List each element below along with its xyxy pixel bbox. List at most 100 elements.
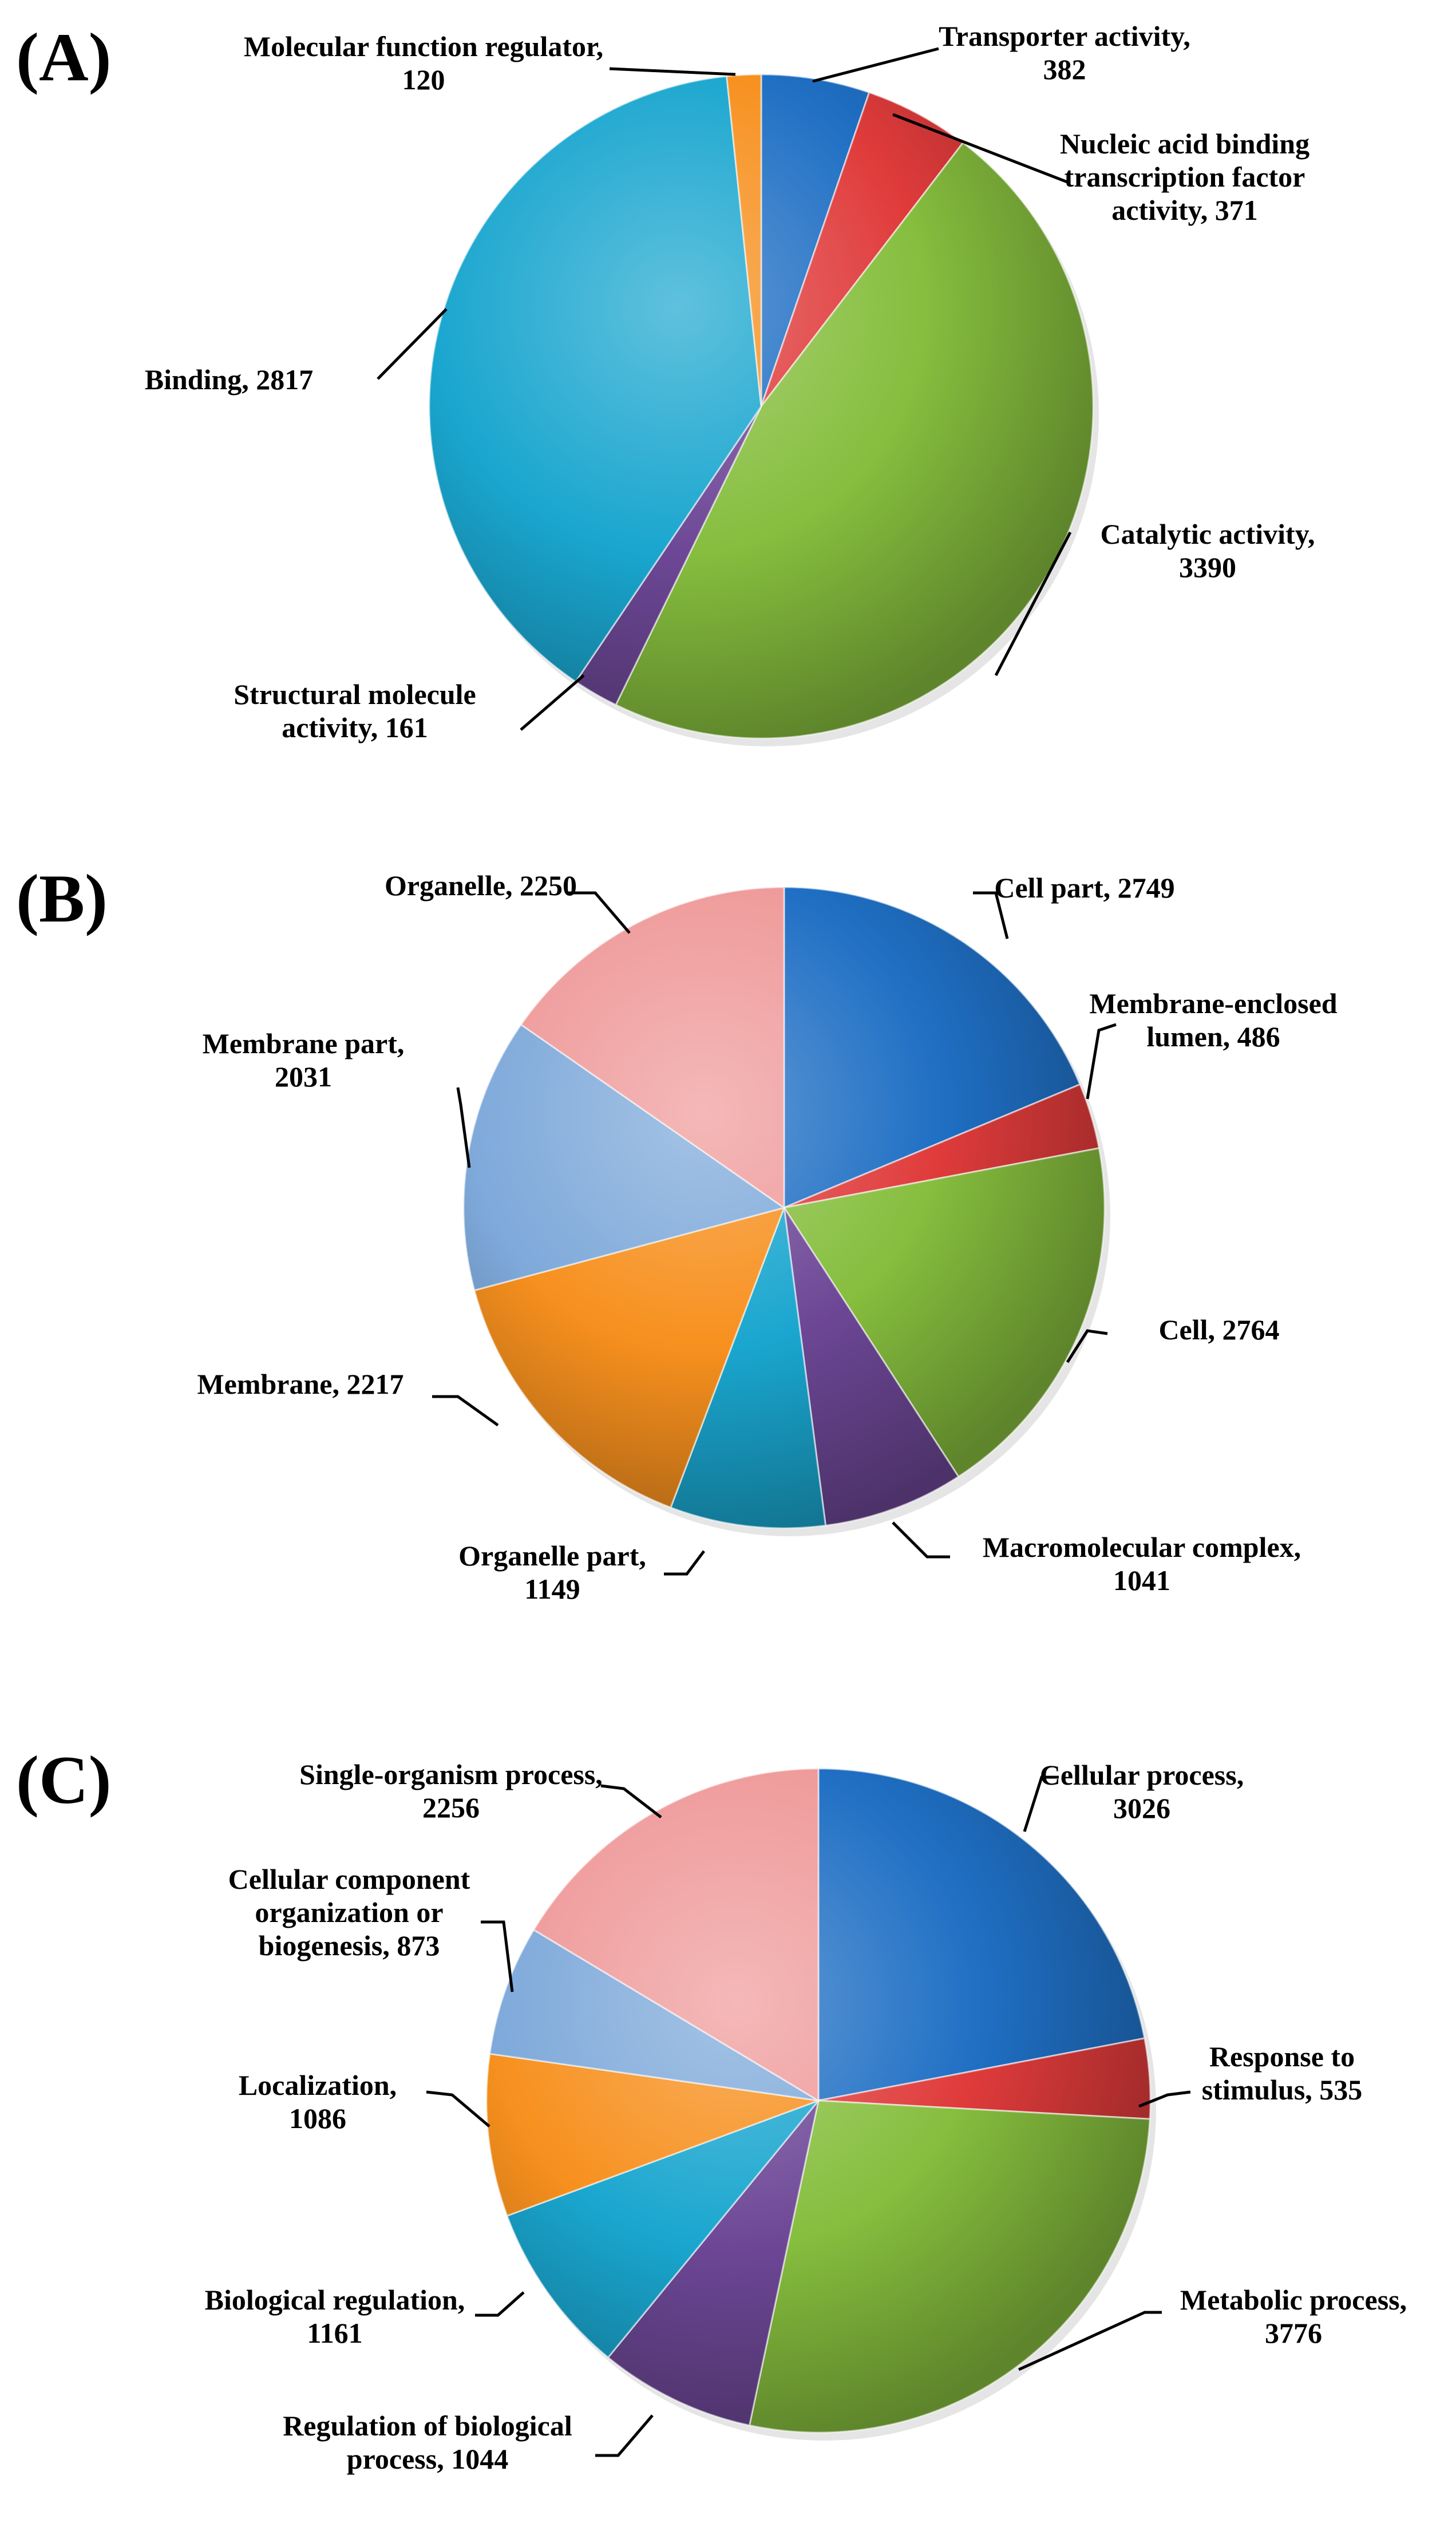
- slice-label-line: lumen, 486: [1146, 1021, 1280, 1053]
- slice-label-line: Regulation of biological: [283, 2410, 572, 2442]
- slice-label-line: stimulus, 535: [1202, 2074, 1363, 2106]
- slice-label-line: activity, 371: [1111, 194, 1258, 226]
- leader-line: [892, 113, 1071, 185]
- slice-label-line: 1086: [289, 2102, 346, 2134]
- slice-label: Metabolic process, 3776: [1180, 2284, 1407, 2349]
- slice-label-line: Molecular function regulator,: [244, 30, 603, 62]
- slice-label-line: 120: [402, 64, 445, 96]
- leader-line: [973, 891, 1009, 939]
- pie-slice: [748, 2099, 1151, 2434]
- slice-label-line: 2031: [275, 1061, 332, 1093]
- slice-label: Organelle, 2250: [385, 869, 577, 901]
- pie-slice: [783, 1207, 960, 1527]
- leader-line: [481, 1920, 514, 1992]
- slice-label-line: Nucleic acid binding: [1060, 128, 1309, 160]
- leader-line: [377, 308, 448, 380]
- slice-label-line: Membrane-enclosed: [1089, 987, 1337, 1019]
- slice-label-line: 3390: [1179, 551, 1236, 583]
- slice-label-line: Single-organism process,: [299, 1758, 603, 1790]
- panel-a-molecular-function: (A) Transporter activity, 382 Nucleic acid…: [16, 19, 1315, 746]
- panel-c-letter: (C): [16, 1742, 112, 1818]
- slice-label-line: 382: [1043, 53, 1086, 85]
- pie-slice: [669, 1207, 827, 1529]
- leader-line: [1018, 2311, 1162, 2371]
- slice-label-line: Structural molecule: [234, 678, 476, 710]
- slice-label-line: Localization,: [239, 2069, 397, 2101]
- pie-slice: [489, 1928, 819, 2102]
- slice-label: Binding, 2817: [145, 363, 314, 396]
- leader-line: [1138, 2090, 1191, 2108]
- leader-line: [520, 674, 585, 731]
- panel-a-letter: (A): [16, 19, 112, 95]
- leader-line: [1023, 1775, 1059, 1832]
- slice-label: Single-organism process, 2256: [299, 1758, 603, 1824]
- slice-label-line: Membrane part,: [203, 1027, 405, 1059]
- slice-label-line: 3026: [1113, 1792, 1170, 1824]
- slice-label-line: Organelle part,: [458, 1540, 646, 1572]
- slice-label: Response to stimulus, 535: [1202, 2040, 1363, 2106]
- panel-b-cellular-component: (B) Cell part, 2749 Membrane-enclosed lume…: [16, 860, 1338, 1605]
- pie-slice: [473, 1206, 786, 1509]
- slice-label: Cellular process, 3026: [1040, 1759, 1244, 1824]
- slice-label: Organelle part, 1149: [458, 1540, 646, 1605]
- leader-line: [609, 67, 736, 76]
- pie-slice: [783, 886, 1081, 1209]
- slice-label: Membrane part, 2031: [203, 1027, 405, 1093]
- slice-label-line: 2256: [422, 1792, 480, 1824]
- slice-label-line: Biological regulation,: [205, 2284, 465, 2316]
- leader-line: [994, 531, 1072, 677]
- slice-label-line: Response to: [1209, 2040, 1355, 2073]
- leader-line: [600, 1784, 662, 1818]
- leader-line: [1066, 1329, 1108, 1363]
- slice-label-line: Organelle, 2250: [385, 869, 577, 901]
- slice-label: Membrane, 2217: [197, 1368, 403, 1400]
- slice-label-line: 1041: [1113, 1564, 1170, 1596]
- slice-label-line: Catalytic activity,: [1101, 518, 1315, 550]
- pie-slice: [782, 1147, 1106, 1478]
- slice-label: Molecular function regulator, 120: [244, 30, 603, 96]
- leader-line: [475, 2291, 525, 2317]
- slice-label: Membrane-enclosed lumen, 486: [1089, 987, 1337, 1053]
- slice-label-line: Cellular process,: [1040, 1759, 1244, 1791]
- panel-b-letter: (B): [16, 860, 108, 936]
- slice-label: Macromolecular complex, 1041: [983, 1531, 1301, 1596]
- leader-line: [812, 47, 939, 83]
- slice-label-line: 1149: [524, 1573, 580, 1605]
- panel-c-biological-process: (C) Cellular process, 3026 Response to stim…: [16, 1742, 1407, 2475]
- slice-label-line: Metabolic process,: [1180, 2284, 1407, 2316]
- slice-label: Biological regulation, 1161: [205, 2284, 465, 2349]
- slice-label-line: Binding, 2817: [145, 363, 314, 396]
- leader-line: [892, 1521, 950, 1559]
- slice-label: Structural molecule activity, 161: [234, 678, 476, 744]
- slice-label-line: 3776: [1265, 2317, 1322, 2349]
- pie-slice: [726, 73, 762, 407]
- leader-line: [567, 891, 631, 934]
- leader-line: [426, 2090, 490, 2127]
- slice-label-line: activity, 161: [282, 711, 428, 744]
- pie-slice: [428, 75, 762, 683]
- slice-label-line: Cellular component: [228, 1863, 470, 1895]
- slice-label-line: Membrane, 2217: [197, 1368, 403, 1400]
- leader-line: [432, 1395, 499, 1427]
- slice-label-line: process, 1044: [347, 2443, 508, 2475]
- slice-label-line: Cell part, 2749: [994, 872, 1174, 904]
- slice-label-line: Transporter activity,: [939, 20, 1190, 52]
- slice-label: Cellular component organization or biogene…: [228, 1863, 470, 1962]
- slice-label: Localization, 1086: [239, 2069, 397, 2134]
- pie-slice: [817, 1767, 1146, 2102]
- leader-line: [664, 1550, 705, 1576]
- slice-label-line: biogenesis, 873: [259, 1929, 440, 1962]
- slice-label-line: Cell, 2764: [1158, 1314, 1279, 1346]
- slice-label-line: transcription factor: [1065, 161, 1305, 193]
- pie-slice: [607, 2100, 820, 2427]
- leader-line: [595, 2414, 654, 2457]
- slice-label: Transporter activity, 382: [939, 20, 1190, 85]
- slice-label: Cell, 2764: [1158, 1314, 1279, 1346]
- slice-label-line: 1161: [307, 2317, 362, 2349]
- slice-label: Catalytic activity, 3390: [1101, 518, 1315, 583]
- slice-label-line: organization or: [255, 1896, 443, 1928]
- pie-slice: [485, 2053, 819, 2217]
- leader-line: [1086, 1023, 1117, 1100]
- pie-slice: [506, 2098, 821, 2359]
